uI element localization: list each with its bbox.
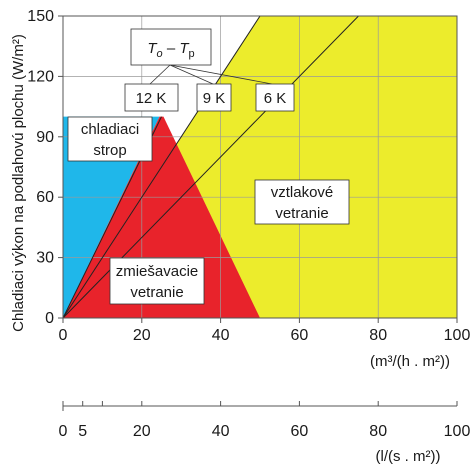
annotation-label-9k: 9 K — [203, 90, 226, 107]
temperature-difference-annotation: To – Tp 12 K 9 K 6 K — [124, 28, 295, 112]
secondary-x-tick-label: 60 — [291, 423, 309, 440]
secondary-x-tick-label: 40 — [212, 423, 230, 440]
secondary-x-tick-label: 20 — [133, 423, 151, 440]
annotation-title-t2: T — [179, 40, 190, 57]
secondary-x-axis-title: (l/(s . m²)) — [376, 448, 441, 465]
region-label-zmiesavacie-vetranie: zmiešavacie vetranie — [109, 257, 205, 305]
x-tick-label: 100 — [444, 327, 471, 344]
y-axis-title: Chladiaci výkon na podlahovú plochu (W/m… — [10, 34, 27, 332]
leader-line-9k — [169, 64, 214, 85]
plot-frame — [62, 15, 458, 319]
region-label-line: chladiaci — [81, 121, 139, 138]
secondary-x-tick-label: 5 — [78, 423, 87, 440]
annotation-title-box — [130, 28, 212, 66]
region-label-line: vztlakové — [271, 184, 334, 201]
region-label-line: strop — [93, 142, 126, 159]
annotation-label-12k: 12 K — [136, 90, 167, 107]
y-tick-label: 30 — [36, 250, 54, 267]
annotation-label-6k: 6 K — [264, 90, 287, 107]
x-tick-label: 80 — [369, 327, 387, 344]
secondary-x-tick-label: 100 — [444, 423, 471, 440]
annotation-title-dash: – — [163, 40, 180, 57]
series-line-9k — [62, 15, 261, 319]
x-tick-label: 60 — [291, 327, 309, 344]
region-label-chladiaci-strop: chladiaci strop — [67, 116, 153, 162]
y-tick-label: 60 — [36, 189, 54, 206]
y-tick-label: 150 — [27, 8, 54, 25]
x-tick-label: 0 — [59, 327, 68, 344]
svg-text:To – Tp: To – Tp — [147, 40, 194, 60]
y-tick-label: 0 — [45, 310, 54, 327]
y-tick-label: 120 — [27, 68, 54, 85]
annotation-title-t: T — [147, 40, 158, 57]
leader-line-6k — [169, 64, 273, 85]
region-label-vztlakove-vetranie: vztlakové vetranie — [254, 179, 350, 225]
secondary-x-tick-label: 80 — [369, 423, 387, 440]
region-label-line: vetranie — [130, 284, 183, 301]
annotation-title-sub-p: p — [189, 48, 195, 60]
region-label-line: zmiešavacie — [116, 263, 199, 280]
y-tick-label: 90 — [36, 129, 54, 146]
region-chladiaci-strop — [63, 116, 160, 319]
annotation-title-sub-o: o — [157, 48, 163, 60]
leader-line-12k — [149, 64, 171, 85]
x-axis-title: (m³/(h . m²)) — [370, 353, 450, 370]
region-label-line: vetranie — [275, 205, 328, 222]
secondary-x-tick-label: 0 — [59, 423, 68, 440]
x-tick-label: 40 — [212, 327, 230, 344]
x-tick-label: 20 — [133, 327, 151, 344]
